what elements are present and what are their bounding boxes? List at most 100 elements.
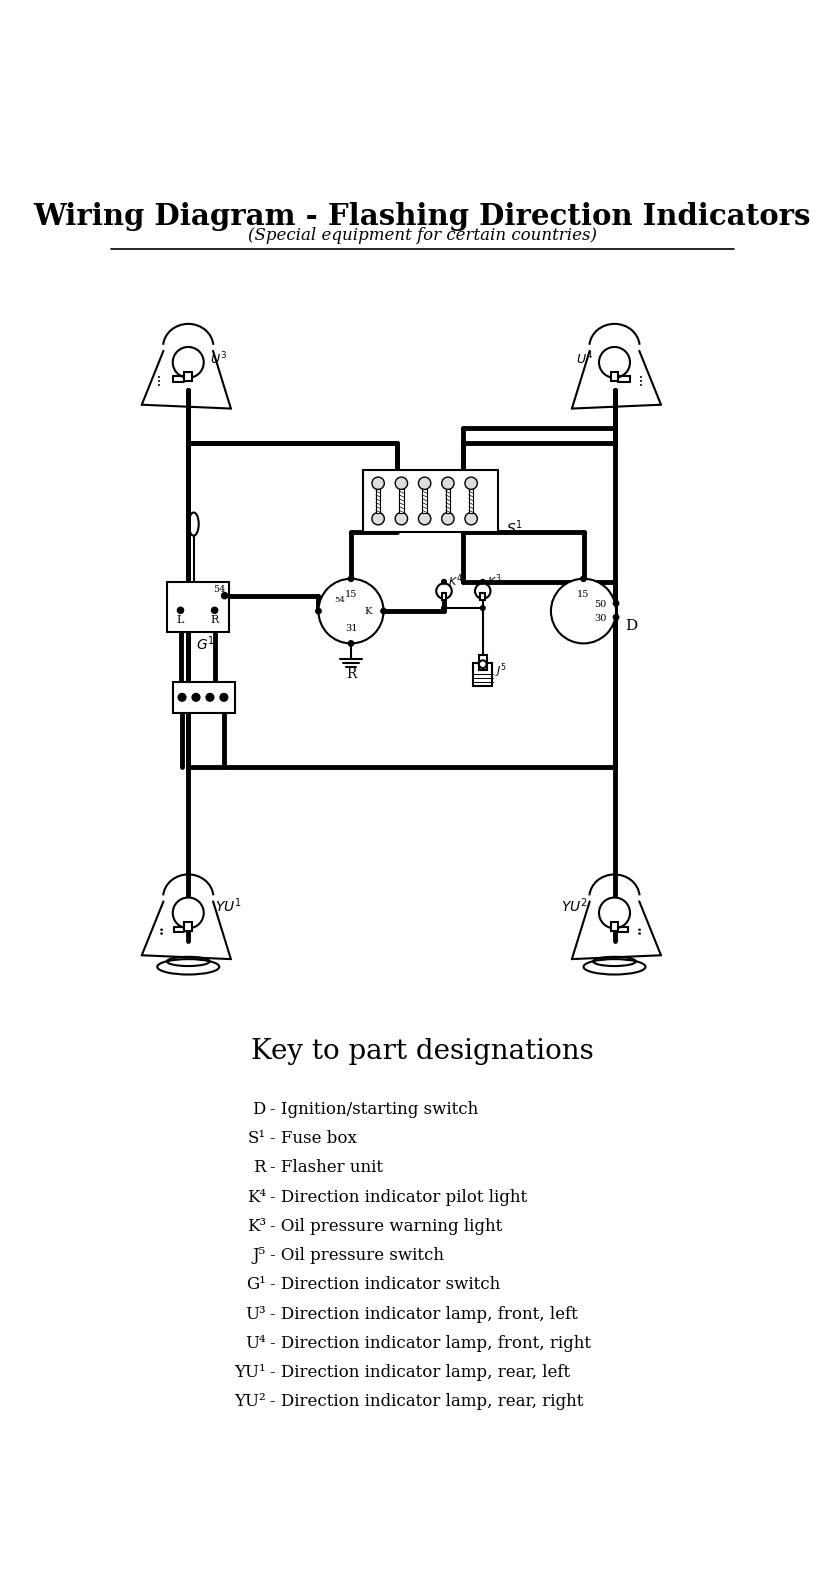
Text: $U^4$: $U^4$ [576,350,592,367]
Text: G¹: G¹ [246,1277,266,1294]
Text: 54: 54 [213,585,226,594]
Bar [185,372,192,381]
Text: YU¹: YU¹ [234,1365,266,1381]
Text: •••: ••• [639,372,645,385]
Bar [474,662,492,686]
Text: $J^5$: $J^5$ [495,660,508,679]
Circle shape [349,641,353,646]
Text: L: L [177,615,185,626]
Text: S¹: S¹ [248,1130,266,1147]
Text: $K^4$: $K^4$ [448,572,462,588]
Circle shape [177,607,184,613]
Text: - Oil pressure warning light: - Oil pressure warning light [270,1218,503,1236]
Circle shape [173,347,204,378]
Circle shape [419,478,431,490]
Circle shape [396,512,408,525]
Text: $U^3$: $U^3$ [210,350,227,367]
Text: D: D [252,1100,266,1117]
Bar [363,470,499,531]
Circle shape [178,693,186,701]
Circle shape [206,693,213,701]
Circle shape [419,512,431,525]
Circle shape [475,583,490,599]
Text: U⁴: U⁴ [245,1335,266,1352]
Circle shape [318,578,383,643]
Text: - Direction indicator lamp, front, right: - Direction indicator lamp, front, right [270,1335,592,1352]
Text: K: K [364,607,372,616]
Bar [166,582,228,632]
Circle shape [581,577,586,582]
Text: - Direction indicator lamp, rear, right: - Direction indicator lamp, rear, right [270,1393,583,1411]
Bar [422,490,427,512]
Text: - Direction indicator lamp, front, left: - Direction indicator lamp, front, left [270,1305,578,1322]
Bar [376,490,381,512]
Bar [185,922,192,931]
Circle shape [465,512,477,525]
Text: 15: 15 [578,589,590,599]
Circle shape [436,583,452,599]
Circle shape [599,347,630,378]
Circle shape [479,660,487,668]
Bar [442,593,447,600]
Text: R: R [253,1160,266,1176]
Circle shape [465,478,477,490]
Circle shape [613,615,619,619]
Circle shape [613,600,619,607]
Circle shape [442,605,447,610]
Circle shape [480,605,485,610]
Text: $YU^2$: $YU^2$ [560,895,588,914]
Text: 54: 54 [334,596,344,604]
Text: YU²: YU² [234,1393,266,1411]
Text: U³: U³ [245,1305,266,1322]
Text: - Fuse box: - Fuse box [270,1130,358,1147]
Text: R: R [210,615,218,626]
Text: - Direction indicator pilot light: - Direction indicator pilot light [270,1188,527,1206]
Text: D: D [625,619,638,634]
Circle shape [316,608,321,613]
Circle shape [349,577,353,582]
Circle shape [372,478,384,490]
Text: $K^3$: $K^3$ [487,572,501,588]
Circle shape [192,693,200,701]
Bar [480,593,485,600]
Bar [399,490,404,512]
Circle shape [442,580,447,585]
Circle shape [212,607,218,613]
Circle shape [222,593,227,599]
Text: - Direction indicator switch: - Direction indicator switch [270,1277,501,1294]
Bar [479,656,487,670]
Text: ••: •• [636,924,645,935]
Bar [611,372,618,381]
Circle shape [480,580,485,585]
Text: J⁵: J⁵ [252,1247,266,1264]
Text: - Flasher unit: - Flasher unit [270,1160,383,1176]
Circle shape [551,578,616,643]
Circle shape [599,897,630,928]
Circle shape [220,693,227,701]
Text: 31: 31 [344,624,358,632]
Text: Key to part designations: Key to part designations [251,1039,593,1065]
Text: K³: K³ [246,1218,266,1236]
Text: K⁴: K⁴ [246,1188,266,1206]
Text: (Special equipment for certain countries): (Special equipment for certain countries… [248,227,597,244]
Text: R: R [346,667,356,681]
Circle shape [372,512,384,525]
Text: 15: 15 [344,589,357,599]
Text: $S^1$: $S^1$ [506,519,523,537]
Text: - Oil pressure switch: - Oil pressure switch [270,1247,444,1264]
Bar [469,490,474,512]
Text: - Ignition/starting switch: - Ignition/starting switch [270,1100,479,1117]
Bar [446,490,450,512]
Circle shape [396,478,408,490]
Text: Wiring Diagram - Flashing Direction Indicators: Wiring Diagram - Flashing Direction Indi… [34,202,811,230]
Text: •••: ••• [157,372,163,385]
Text: 30: 30 [594,615,606,623]
Text: 50: 50 [594,600,606,610]
Bar [173,682,235,712]
Circle shape [442,478,454,490]
Bar [611,922,618,931]
Circle shape [381,608,386,613]
Text: $G^1$: $G^1$ [196,634,215,652]
Circle shape [173,897,204,928]
Text: $YU^1$: $YU^1$ [215,895,242,914]
